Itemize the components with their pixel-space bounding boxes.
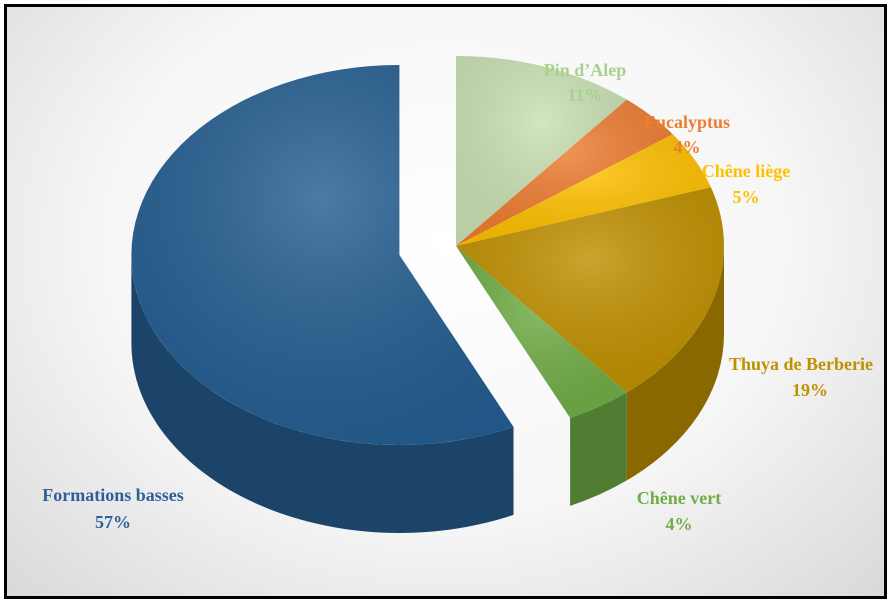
slice-side-chene-vert — [570, 392, 627, 506]
slice-name-chene-vert: Chêne vert — [637, 488, 721, 508]
slice-sheen-pin-d-alep — [456, 56, 627, 246]
slice-sheen-chene-vert — [456, 246, 627, 418]
slice-name-chene-liege: Chêne liège — [702, 161, 790, 181]
slice-label-formations-basses: Formations basses 57% — [42, 485, 184, 532]
slice-name-thuya-de-berberie: Thuya de Berberie — [729, 354, 873, 374]
slice-sheen-thuya-de-berberie — [456, 187, 724, 393]
slice-value-thuya-de-berberie: 19% — [792, 380, 828, 400]
slice-sheen-formations-basses — [131, 64, 514, 445]
slice-value-chene-vert: 4% — [666, 514, 693, 534]
slice-value-pin-dalep: 11% — [567, 85, 602, 105]
slice-sheen-chene-liege — [456, 134, 711, 246]
slice-value-chene-liege: 5% — [733, 187, 760, 207]
slice-sheen-eucalyptus — [456, 99, 673, 247]
slice-side-formations-basses — [131, 254, 514, 533]
slice-value-formations-basses: 57% — [95, 512, 131, 532]
slice-label-pin-dalep: Pin d’Alep 11% — [544, 60, 627, 105]
slice-label-chene-vert: Chêne vert 4% — [637, 488, 721, 534]
slice-label-thuya-de-berberie: Thuya de Berberie 19% — [729, 354, 873, 400]
pie-tops — [131, 56, 724, 445]
pie-chart: Pin d’Alep 11% Eucalyptus 4% Chêne liège… — [42, 56, 873, 534]
slice-side-thuya-de-berberie — [626, 246, 724, 481]
slice-label-eucalyptus: Eucalyptus 4% — [644, 112, 730, 157]
slice-label-chene-liege: Chêne liège 5% — [702, 161, 790, 207]
chart-frame: Pin d’Alep 11% Eucalyptus 4% Chêne liège… — [4, 4, 887, 599]
slice-name-pin-dalep: Pin d’Alep — [544, 60, 627, 80]
slice-name-formations-basses: Formations basses — [42, 485, 184, 505]
slice-value-eucalyptus: 4% — [674, 137, 701, 157]
pie-sides — [131, 246, 724, 533]
slice-name-eucalyptus: Eucalyptus — [644, 112, 730, 132]
